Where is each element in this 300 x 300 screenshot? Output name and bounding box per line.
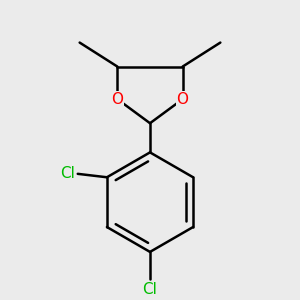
Text: O: O xyxy=(177,92,189,107)
Text: Cl: Cl xyxy=(142,282,158,297)
Text: Cl: Cl xyxy=(60,166,75,181)
Text: O: O xyxy=(111,92,123,107)
